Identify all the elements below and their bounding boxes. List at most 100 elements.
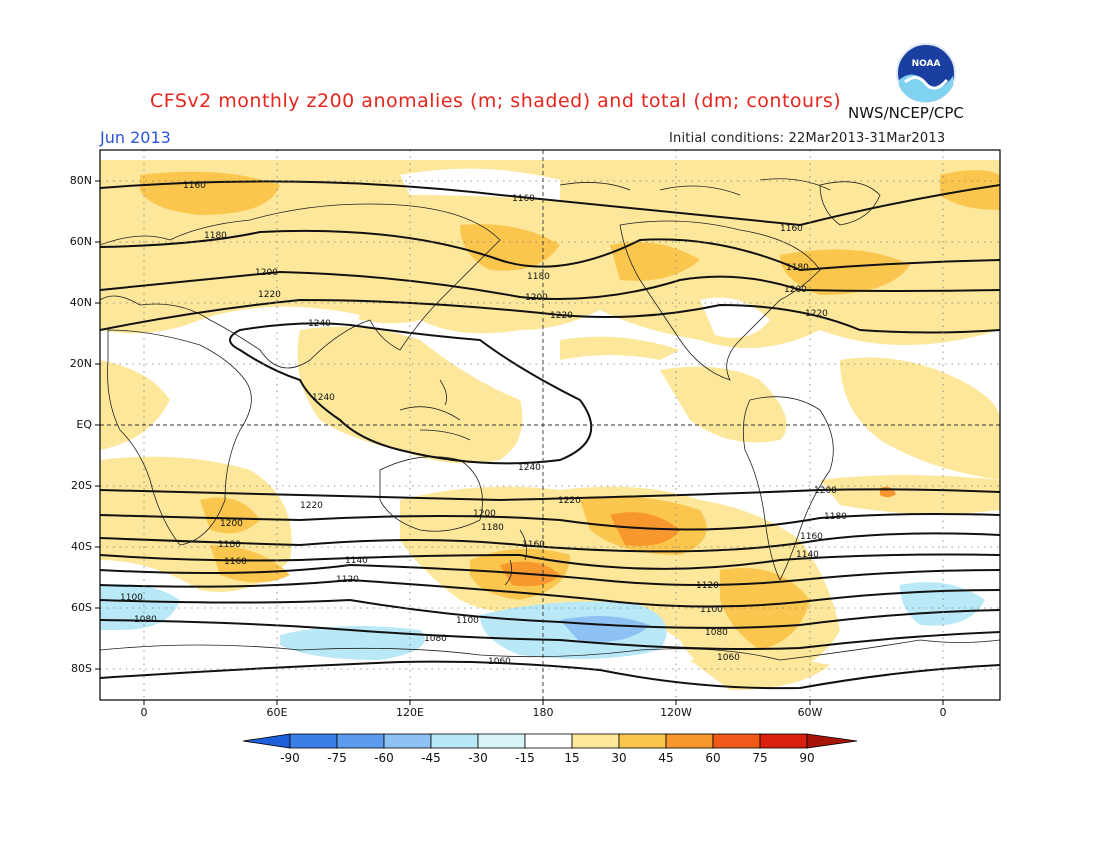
contour-label: 1160 [800, 532, 823, 542]
contour-label: 1140 [345, 556, 368, 566]
anomaly-region [560, 336, 680, 360]
contour-label: 1200 [473, 509, 496, 519]
coastlines [100, 178, 1000, 661]
lat-label: 80N [69, 174, 92, 187]
contour-1240-tropics [229, 322, 593, 465]
contour-1120-sh [100, 578, 1000, 608]
map-title: CFSv2 monthly z200 anomalies (m; shaded)… [150, 90, 842, 112]
colorbar-label: -90 [280, 751, 300, 765]
contour-label: 1200 [525, 293, 548, 303]
colorbar-label: -15 [515, 751, 535, 765]
colorbar-label: -60 [374, 751, 394, 765]
anomaly-region [280, 626, 425, 660]
contour-label: 1100 [700, 605, 723, 615]
reference-lines [100, 150, 1000, 700]
contour-label: 1220 [805, 309, 828, 319]
contour-label: 1160 [512, 194, 535, 204]
contour-label: 1100 [456, 616, 479, 626]
contour-1080-sh [100, 619, 1000, 650]
contour-label: 1080 [134, 615, 157, 625]
contour-label: 1080 [705, 628, 728, 638]
valid-month: Jun 2013 [100, 128, 171, 147]
contour-label: 1240 [518, 463, 541, 473]
colorbar-arrow-left [242, 733, 291, 749]
anomaly-region [200, 497, 260, 534]
contour-1180-nh [100, 229, 1000, 272]
contour-label: 1120 [696, 581, 719, 591]
colorbar-label: -45 [421, 751, 441, 765]
lon-label: 0 [140, 706, 148, 719]
lon-label: 60W [797, 706, 823, 719]
contour-1060-sh [100, 660, 1000, 690]
colorbar-swatch [759, 733, 808, 749]
contour-1160-nh [100, 180, 1000, 227]
anomaly-region [400, 168, 560, 200]
anomaly-region [100, 584, 180, 630]
colorbar-swatch [477, 733, 526, 749]
contour-label: 1180 [218, 540, 241, 550]
lat-label: 40N [69, 296, 92, 309]
colorbar-swatch [524, 733, 573, 749]
logo-text: NOAA [912, 59, 941, 69]
lon-label: 60E [266, 706, 288, 719]
contour-label: 1180 [824, 512, 847, 522]
contour-1220-sh [100, 488, 1000, 502]
anomaly-region [297, 326, 523, 464]
contour-label: 1180 [786, 263, 809, 273]
graticule [100, 150, 1000, 700]
contour-1200-sh [100, 513, 1000, 531]
colorbar-swatch [430, 733, 479, 749]
contour-label: 1180 [204, 231, 227, 241]
colorbar-arrow-right [806, 733, 858, 749]
colorbar-swatch [383, 733, 432, 749]
lat-label: 80S [71, 662, 92, 675]
contour-label: 1220 [558, 496, 581, 506]
contour-label: 1200 [220, 519, 243, 529]
contour-label: 1240 [308, 319, 331, 329]
colorbar-label: 75 [752, 751, 768, 765]
contour-label: 1100 [120, 593, 143, 603]
contour-label: 1220 [300, 501, 323, 511]
anomaly-region [400, 486, 840, 680]
contour-label: 1140 [796, 550, 819, 560]
contour-label: 1160 [183, 181, 206, 191]
anomaly-region [820, 475, 1000, 514]
colorbar-label: 60 [705, 751, 721, 765]
contour-label: 1220 [550, 311, 573, 321]
contour-1160-sh [100, 553, 1000, 570]
colorbar-label: 30 [611, 751, 627, 765]
contour-1200-nh [100, 270, 1000, 300]
colorbar-label: 15 [564, 751, 580, 765]
initial-conditions: Initial conditions: 22Mar2013-31Mar2013 [669, 131, 946, 146]
lon-label: 180 [532, 706, 554, 719]
colorbar-label: 45 [658, 751, 674, 765]
contour-label: 1220 [258, 290, 281, 300]
lon-label: 0 [939, 706, 947, 719]
contour-label: 1080 [424, 634, 447, 644]
colorbar [242, 733, 858, 749]
contour-1180-sh [100, 532, 1000, 553]
colorbar-swatch [618, 733, 667, 749]
colorbar-swatch [571, 733, 620, 749]
contour-label: 1060 [488, 657, 511, 667]
lat-label: 60S [71, 601, 92, 614]
contour-label: 1160 [780, 224, 803, 234]
lon-label: 120W [660, 706, 692, 719]
anomaly-region [610, 242, 700, 281]
colorbar-swatch [289, 733, 338, 749]
contour-label: 1200 [814, 486, 837, 496]
lat-label: 40S [71, 540, 92, 553]
contour-label: 1180 [527, 272, 550, 282]
agency-label: NWS/NCEP/CPC [848, 104, 964, 122]
contour-1140-sh [100, 563, 1000, 586]
lat-label: 20N [69, 357, 92, 370]
anomaly-region [720, 568, 810, 650]
anomaly-region [100, 360, 170, 450]
colorbar-swatch [712, 733, 761, 749]
contour-label: 1060 [717, 653, 740, 663]
colorbar-label: 90 [799, 751, 815, 765]
colorbar-swatch [665, 733, 714, 749]
contour-label: 1200 [255, 268, 278, 278]
axis-ticks [95, 180, 944, 705]
